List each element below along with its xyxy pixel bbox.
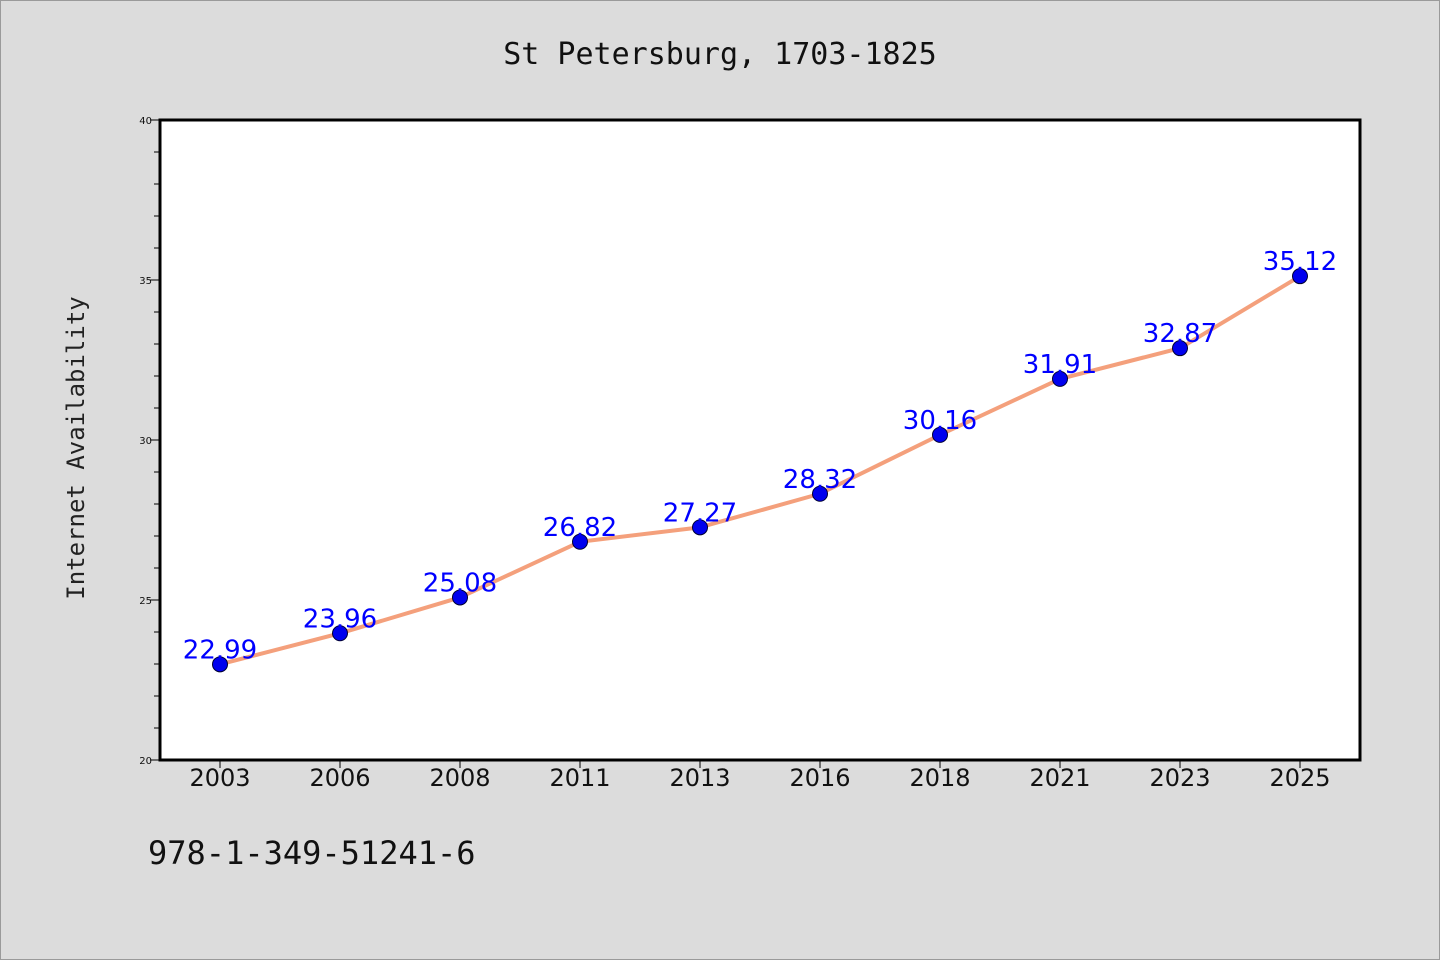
y-tick-label: 40 bbox=[139, 116, 152, 127]
data-point bbox=[692, 519, 708, 536]
x-tick-label: 2011 bbox=[549, 764, 610, 792]
data-label: 22.99 bbox=[183, 635, 257, 665]
data-point bbox=[1052, 370, 1068, 387]
data-label: 28.32 bbox=[783, 465, 857, 495]
y-axis-label: Internet Availability bbox=[62, 296, 90, 599]
x-tick-label: 2006 bbox=[309, 764, 370, 792]
data-point bbox=[812, 485, 828, 502]
data-label: 26.82 bbox=[543, 513, 617, 543]
x-tick-label: 2025 bbox=[1269, 764, 1330, 792]
x-tick-label: 2018 bbox=[909, 764, 970, 792]
chart-title: St Petersburg, 1703-1825 bbox=[503, 37, 936, 72]
data-point bbox=[572, 533, 588, 550]
data-labels: 22.99 23.96 25.08 26.82 27.27 28.32 30.16 31.91… bbox=[183, 247, 1337, 665]
x-tick-label: 2008 bbox=[429, 764, 490, 792]
x-tick-label: 2016 bbox=[789, 764, 850, 792]
data-point bbox=[332, 625, 348, 642]
x-tick-label: 2021 bbox=[1029, 764, 1090, 792]
data-label: 30.16 bbox=[903, 406, 977, 436]
data-point bbox=[932, 426, 948, 443]
data-point bbox=[1172, 340, 1188, 357]
data-point bbox=[1292, 268, 1308, 285]
data-label: 25.08 bbox=[423, 568, 497, 598]
series-line bbox=[218, 274, 1302, 667]
data-label: 35.12 bbox=[1263, 247, 1337, 277]
data-label: 31.91 bbox=[1023, 350, 1097, 380]
x-tick-label: 2023 bbox=[1149, 764, 1210, 792]
data-point bbox=[452, 589, 468, 606]
series-markers bbox=[212, 268, 1308, 673]
data-point bbox=[212, 656, 228, 673]
y-tick-label: 30 bbox=[139, 436, 152, 447]
data-label: 32.87 bbox=[1143, 319, 1217, 349]
x-tick-label: 2013 bbox=[669, 764, 730, 792]
isbn-text: 978-1-349-51241-6 bbox=[148, 834, 476, 872]
data-label: 23.96 bbox=[303, 604, 377, 634]
y-tick-label: 25 bbox=[139, 596, 152, 607]
series-lines bbox=[218, 274, 1302, 667]
y-tick-label: 35 bbox=[139, 276, 152, 287]
x-tick-label: 2003 bbox=[189, 764, 250, 792]
plot-border bbox=[158, 118, 1362, 762]
y-tick-label: 20 bbox=[139, 756, 152, 767]
data-label: 27.27 bbox=[663, 498, 737, 528]
plot-area bbox=[160, 120, 1360, 760]
